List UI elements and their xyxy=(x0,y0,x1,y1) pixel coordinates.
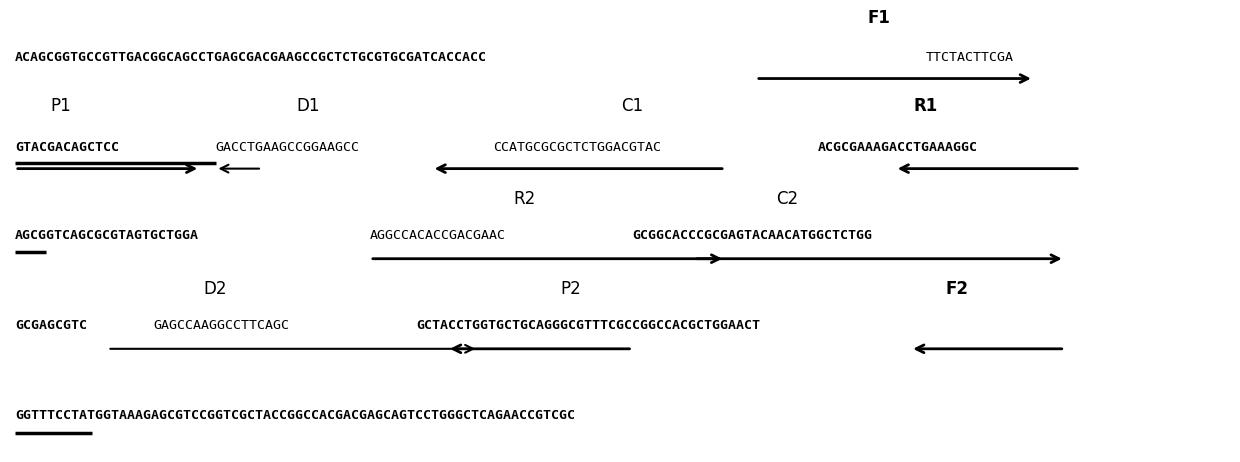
Text: R1: R1 xyxy=(914,97,937,115)
Text: F2: F2 xyxy=(945,280,968,298)
Text: TTCTACTTCGA: TTCTACTTCGA xyxy=(926,51,1014,64)
Text: GTACGACAGCTCC: GTACGACAGCTCC xyxy=(15,141,119,154)
Text: ACAGCGGTGCCGTTGACGGCAGCCTGAGCGACGAAGCCGCTCTGCGTGCGATCACCACC: ACAGCGGTGCCGTTGACGGCAGCCTGAGCGACGAAGCCGC… xyxy=(15,51,487,64)
Text: ACGCGAAAGACCTGAAAGGC: ACGCGAAAGACCTGAAAGGC xyxy=(817,141,977,154)
Text: C1: C1 xyxy=(621,97,644,115)
Text: GACCTGAAGCCGGAAGCC: GACCTGAAGCCGGAAGCC xyxy=(216,141,360,154)
Text: C2: C2 xyxy=(776,190,797,207)
Text: GCGAGCGTC: GCGAGCGTC xyxy=(15,319,87,332)
Text: R2: R2 xyxy=(513,190,536,207)
Text: P2: P2 xyxy=(560,280,582,298)
Text: AGCGGTCAGCGCGTAGTGCTGGA: AGCGGTCAGCGCGTAGTGCTGGA xyxy=(15,229,198,242)
Text: GCGGCACCCGCGAGTACAACATGGCTCTGG: GCGGCACCCGCGAGTACAACATGGCTCTGG xyxy=(632,229,873,242)
Text: GAGCCAAGGCCTTCAGC: GAGCCAAGGCCTTCAGC xyxy=(154,319,290,332)
Text: GGTTTCCTATGGTAAAGAGCGTCCGGTCGCTACCGGCCACGACGAGCAGTCCTGGGCTCAGAACCGTCGC: GGTTTCCTATGGTAAAGAGCGTCCGGTCGCTACCGGCCAC… xyxy=(15,409,575,422)
Text: CCATGCGCGCTCTGGACGTAC: CCATGCGCGCTCTGGACGTAC xyxy=(494,141,661,154)
Text: AGGCCACACCGACGAAC: AGGCCACACCGACGAAC xyxy=(370,229,506,242)
Text: GCTACCTGGTGCTGCAGGGCGTTTCGCCGGCCACGCTGGAACT: GCTACCTGGTGCTGCAGGGCGTTTCGCCGGCCACGCTGGA… xyxy=(417,319,760,332)
Text: F1: F1 xyxy=(868,10,890,27)
Text: D1: D1 xyxy=(296,97,320,115)
Text: D2: D2 xyxy=(203,280,227,298)
Text: P1: P1 xyxy=(51,97,72,115)
